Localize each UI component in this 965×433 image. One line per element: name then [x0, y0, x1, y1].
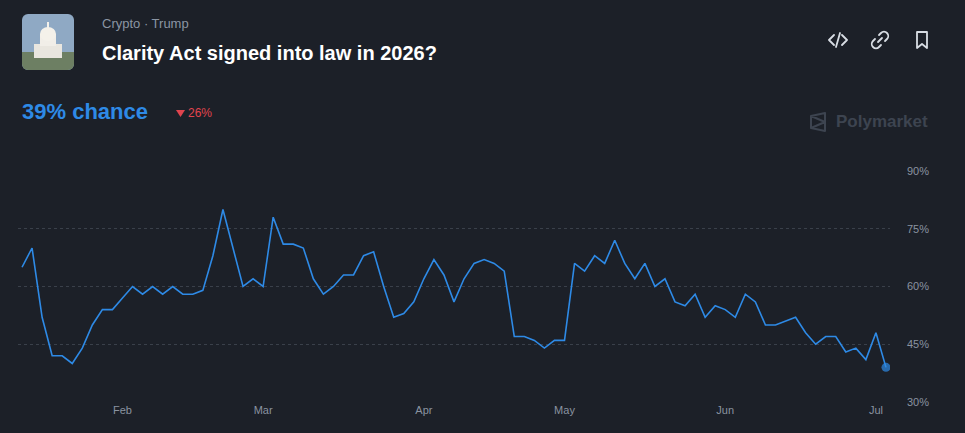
- svg-text:Jun: Jun: [716, 404, 734, 416]
- html-text:Polymarket: Polymarket: [836, 112, 928, 131]
- svg-text:75%: 75%: [907, 223, 929, 235]
- svg-text:90%: 90%: [907, 165, 929, 177]
- svg-text:Apr: Apr: [415, 404, 432, 416]
- svg-text:Mar: Mar: [254, 404, 273, 416]
- svg-text:Jul: Jul: [869, 404, 883, 416]
- html-text:Clarity Act signed into law in: Clarity Act signed into law in 2026?: [102, 42, 437, 64]
- html-text:26%: 26%: [188, 106, 212, 120]
- html-text:Crypto · Trump: Crypto · Trump: [102, 16, 189, 31]
- svg-text:Feb: Feb: [113, 404, 132, 416]
- svg-text:May: May: [554, 404, 575, 416]
- svg-text:30%: 30%: [907, 396, 929, 408]
- svg-text:60%: 60%: [907, 280, 929, 292]
- html-text:39% chance: 39% chance: [22, 99, 148, 124]
- svg-text:45%: 45%: [907, 338, 929, 350]
